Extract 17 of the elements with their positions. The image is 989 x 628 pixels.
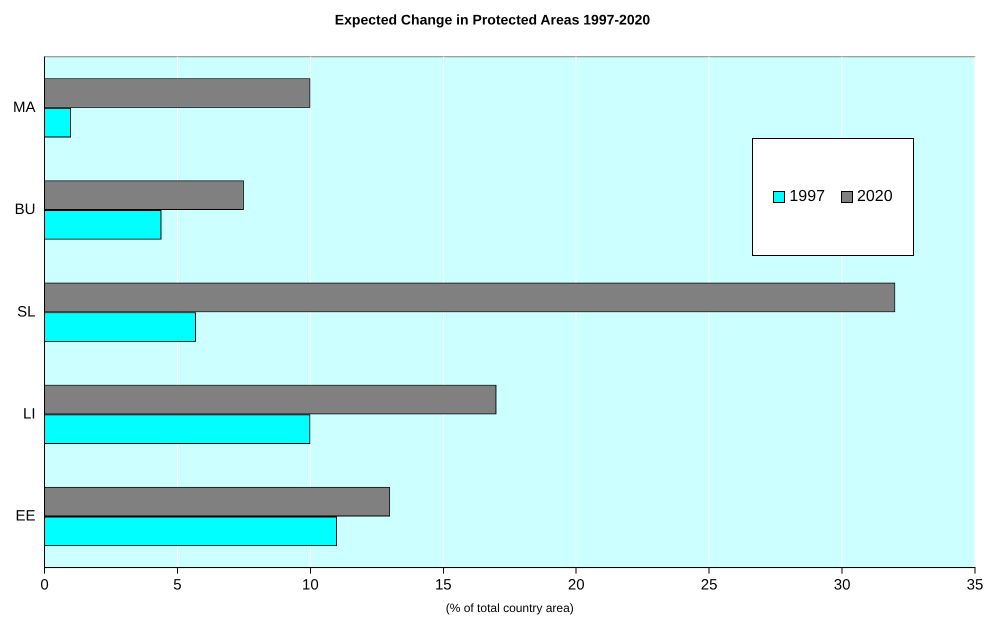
x-tick-label: 35	[966, 576, 984, 594]
y-tick-label: EE	[15, 508, 36, 525]
legend-label: 2020	[857, 188, 893, 206]
chart-title: Expected Change in Protected Areas 1997-2020	[334, 11, 650, 28]
y-tick-label: SL	[17, 303, 36, 320]
legend-label: 1997	[789, 188, 825, 206]
y-tick-label: MA	[13, 99, 36, 116]
x-tick-label: 5	[173, 576, 182, 594]
x-tick-label: 20	[568, 576, 585, 594]
x-tick-label: 25	[700, 576, 718, 594]
y-tick-label: BU	[14, 201, 36, 218]
x-axis-title: (% of total country area)	[446, 601, 574, 616]
x-tick-label: 0	[40, 576, 49, 594]
x-tick-label: 30	[834, 576, 850, 594]
x-tick-label: 15	[434, 576, 452, 594]
y-tick-label: LI	[22, 406, 36, 422]
x-tick-label: 10	[302, 576, 319, 594]
